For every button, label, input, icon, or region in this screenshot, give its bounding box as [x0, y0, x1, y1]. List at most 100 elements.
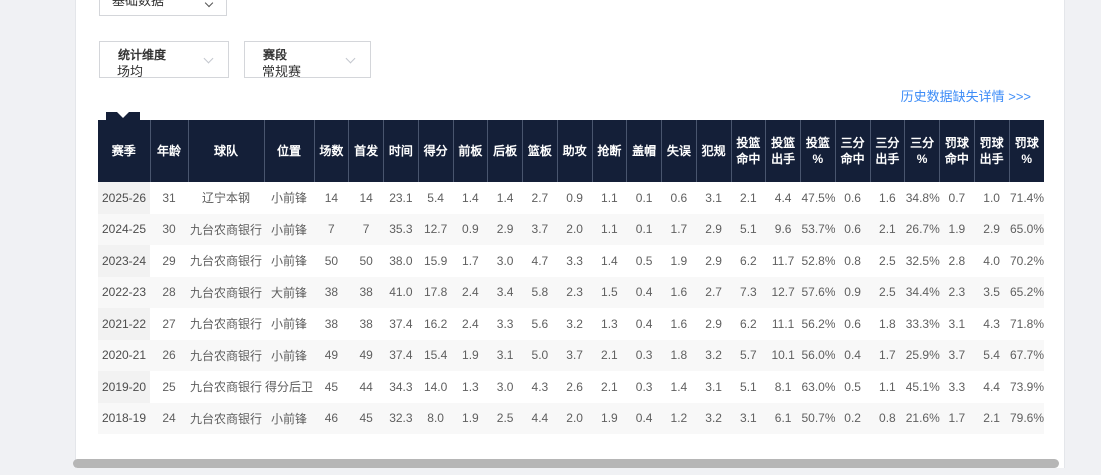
- table-cell: 34.4%: [904, 276, 940, 308]
- table-cell: 3.1: [705, 379, 722, 394]
- table-cell: 1.5: [592, 276, 627, 308]
- table-cell: 九台农商银行: [188, 276, 264, 308]
- table-cell: 2.1: [601, 379, 618, 394]
- scrollbar-thumb[interactable]: [73, 459, 1059, 468]
- table-cell: 3.2: [696, 402, 731, 434]
- data-type-dropdown[interactable]: 基础数据: [99, 0, 227, 16]
- table-cell: 2025-26: [98, 182, 150, 214]
- table-cell: 2.5: [870, 276, 905, 308]
- table-cell: 0.9: [835, 276, 870, 308]
- table-cell: 0.3: [626, 339, 662, 371]
- table-cell: 38: [348, 276, 384, 308]
- table-cell: 7: [314, 213, 349, 245]
- stage-dropdown[interactable]: 赛段 常规赛: [244, 41, 371, 79]
- table-cell: 28: [150, 276, 188, 308]
- table-cell: 6.1: [765, 402, 801, 434]
- table-cell: 1.6: [670, 316, 688, 331]
- table-cell: 37.4: [389, 316, 413, 331]
- table-cell: 0.4: [626, 276, 662, 308]
- table-cell: 65.2%: [1009, 276, 1044, 308]
- table-cell: 0.2: [835, 402, 870, 434]
- table-cell: 2.1: [870, 213, 905, 245]
- table-cell: 11.7: [771, 253, 795, 268]
- table-cell: 25.9%: [904, 339, 940, 371]
- table-cell: 2019-20: [98, 371, 150, 403]
- table-cell: 4.3: [531, 379, 549, 394]
- table-cell: 21.6%: [904, 402, 940, 434]
- table-cell: 2.3: [557, 276, 592, 308]
- table-cell: 0.5: [844, 379, 861, 394]
- table-cell: 9.6: [765, 213, 801, 245]
- table-cell: 大前锋: [264, 276, 314, 308]
- table-cell: 4.4: [774, 190, 792, 205]
- column-header: 投篮 命中: [731, 120, 767, 182]
- table-cell: 九台农商银行: [188, 213, 264, 245]
- table-cell: 小前锋: [264, 339, 314, 371]
- table-cell: 0.7: [948, 190, 966, 205]
- table-cell: 30: [150, 213, 188, 245]
- horizontal-scrollbar[interactable]: [73, 459, 1063, 468]
- column-header: 首发: [348, 120, 384, 182]
- dimension-dropdown[interactable]: 统计维度 场均: [99, 41, 229, 79]
- table-cell: 1.1: [879, 379, 896, 394]
- table-cell: 1.7: [661, 213, 697, 245]
- table-cell: 14: [359, 190, 373, 205]
- table-cell: 3.1: [948, 316, 966, 331]
- data-type-value: 基础数据: [112, 0, 165, 8]
- table-cell: 2.0: [557, 213, 592, 245]
- table-cell: 九台农商银行: [189, 380, 262, 395]
- column-header: 投篮 %: [800, 120, 836, 182]
- table-cell: 1.4: [670, 379, 688, 394]
- table-cell: 12.7: [765, 276, 801, 308]
- history-missing-link[interactable]: 历史数据缺失详情 >>>: [900, 89, 1031, 104]
- column-header: 年龄: [150, 120, 189, 182]
- stage-label: 赛段: [263, 48, 288, 62]
- table-cell: 14.0: [423, 379, 448, 394]
- table-cell: 3.1: [487, 339, 523, 371]
- table-cell: 50.7%: [800, 402, 836, 434]
- header-notch: [106, 112, 140, 121]
- table-cell: 5.7: [731, 339, 766, 371]
- header-row: 赛季 年龄 球队 位置 场数 首发 时间 得分 前板 后板 篮板 助攻 抢断 盖帽 失误 犯规 投篮 命中 投篮 …: [98, 120, 1044, 182]
- table-cell: 57.6%: [800, 276, 836, 308]
- table-cell: 8.0: [418, 402, 453, 434]
- table-cell: 3.2: [566, 316, 583, 331]
- table-cell: 辽宁本钢: [201, 191, 250, 206]
- table-row: 2023-24 29 九台农商银行 小前锋 50 50 38.0 15.9 1.7 3.0 4.7 3…: [98, 245, 1044, 277]
- table-row: 2024-25 30 九台农商银行 小前锋 7 7 35.3 12.7 0.9 2.9 3.7 2.0…: [98, 213, 1044, 245]
- stats-table-wrap: 赛季 年龄 球队 位置 场数 首发 时间 得分 前板 后板 篮板 助攻 抢断 盖帽 失误 犯规 投篮 命中 投篮 …: [98, 120, 1044, 434]
- table-cell: 44: [359, 379, 373, 394]
- table-cell: 2023-24: [98, 245, 150, 277]
- table-cell: 1.1: [592, 213, 627, 245]
- table-cell: 小前锋: [270, 317, 307, 332]
- table-cell: 2021-22: [98, 308, 150, 340]
- table-cell: 73.9%: [1010, 379, 1044, 394]
- column-header: 助攻: [557, 120, 593, 182]
- table-cell: 3.7: [939, 339, 975, 371]
- table-cell: 32.3: [383, 402, 419, 434]
- table-cell: 71.4%: [1010, 190, 1044, 205]
- table-cell: 12.7: [418, 213, 453, 245]
- column-header: 三分 命中: [835, 120, 871, 182]
- table-cell: 3.4: [487, 276, 523, 308]
- table-cell: 1.9: [453, 402, 488, 434]
- table-cell: 3.1: [731, 402, 766, 434]
- table-cell: 31: [162, 190, 176, 205]
- column-header: 位置: [264, 120, 315, 182]
- table-cell: 24: [150, 402, 188, 434]
- table-cell: 1.4: [462, 190, 479, 205]
- table-cell: 4.0: [983, 253, 1000, 268]
- table-cell: 38: [314, 276, 349, 308]
- table-cell: 5.6: [531, 316, 549, 331]
- table-cell: 11.1: [771, 316, 795, 331]
- table-cell: 8.1: [774, 379, 792, 394]
- table-cell: 得分后卫: [265, 380, 314, 395]
- table-cell: 26: [150, 339, 188, 371]
- table-cell: 3.3: [948, 379, 966, 394]
- table-cell: 50: [324, 253, 339, 268]
- table-cell: 4.4: [983, 379, 1000, 394]
- table-cell: 2.9: [696, 213, 731, 245]
- table-cell: 九台农商银行: [188, 402, 264, 434]
- table-cell: 50: [359, 253, 373, 268]
- table-cell: 34.3: [389, 379, 413, 394]
